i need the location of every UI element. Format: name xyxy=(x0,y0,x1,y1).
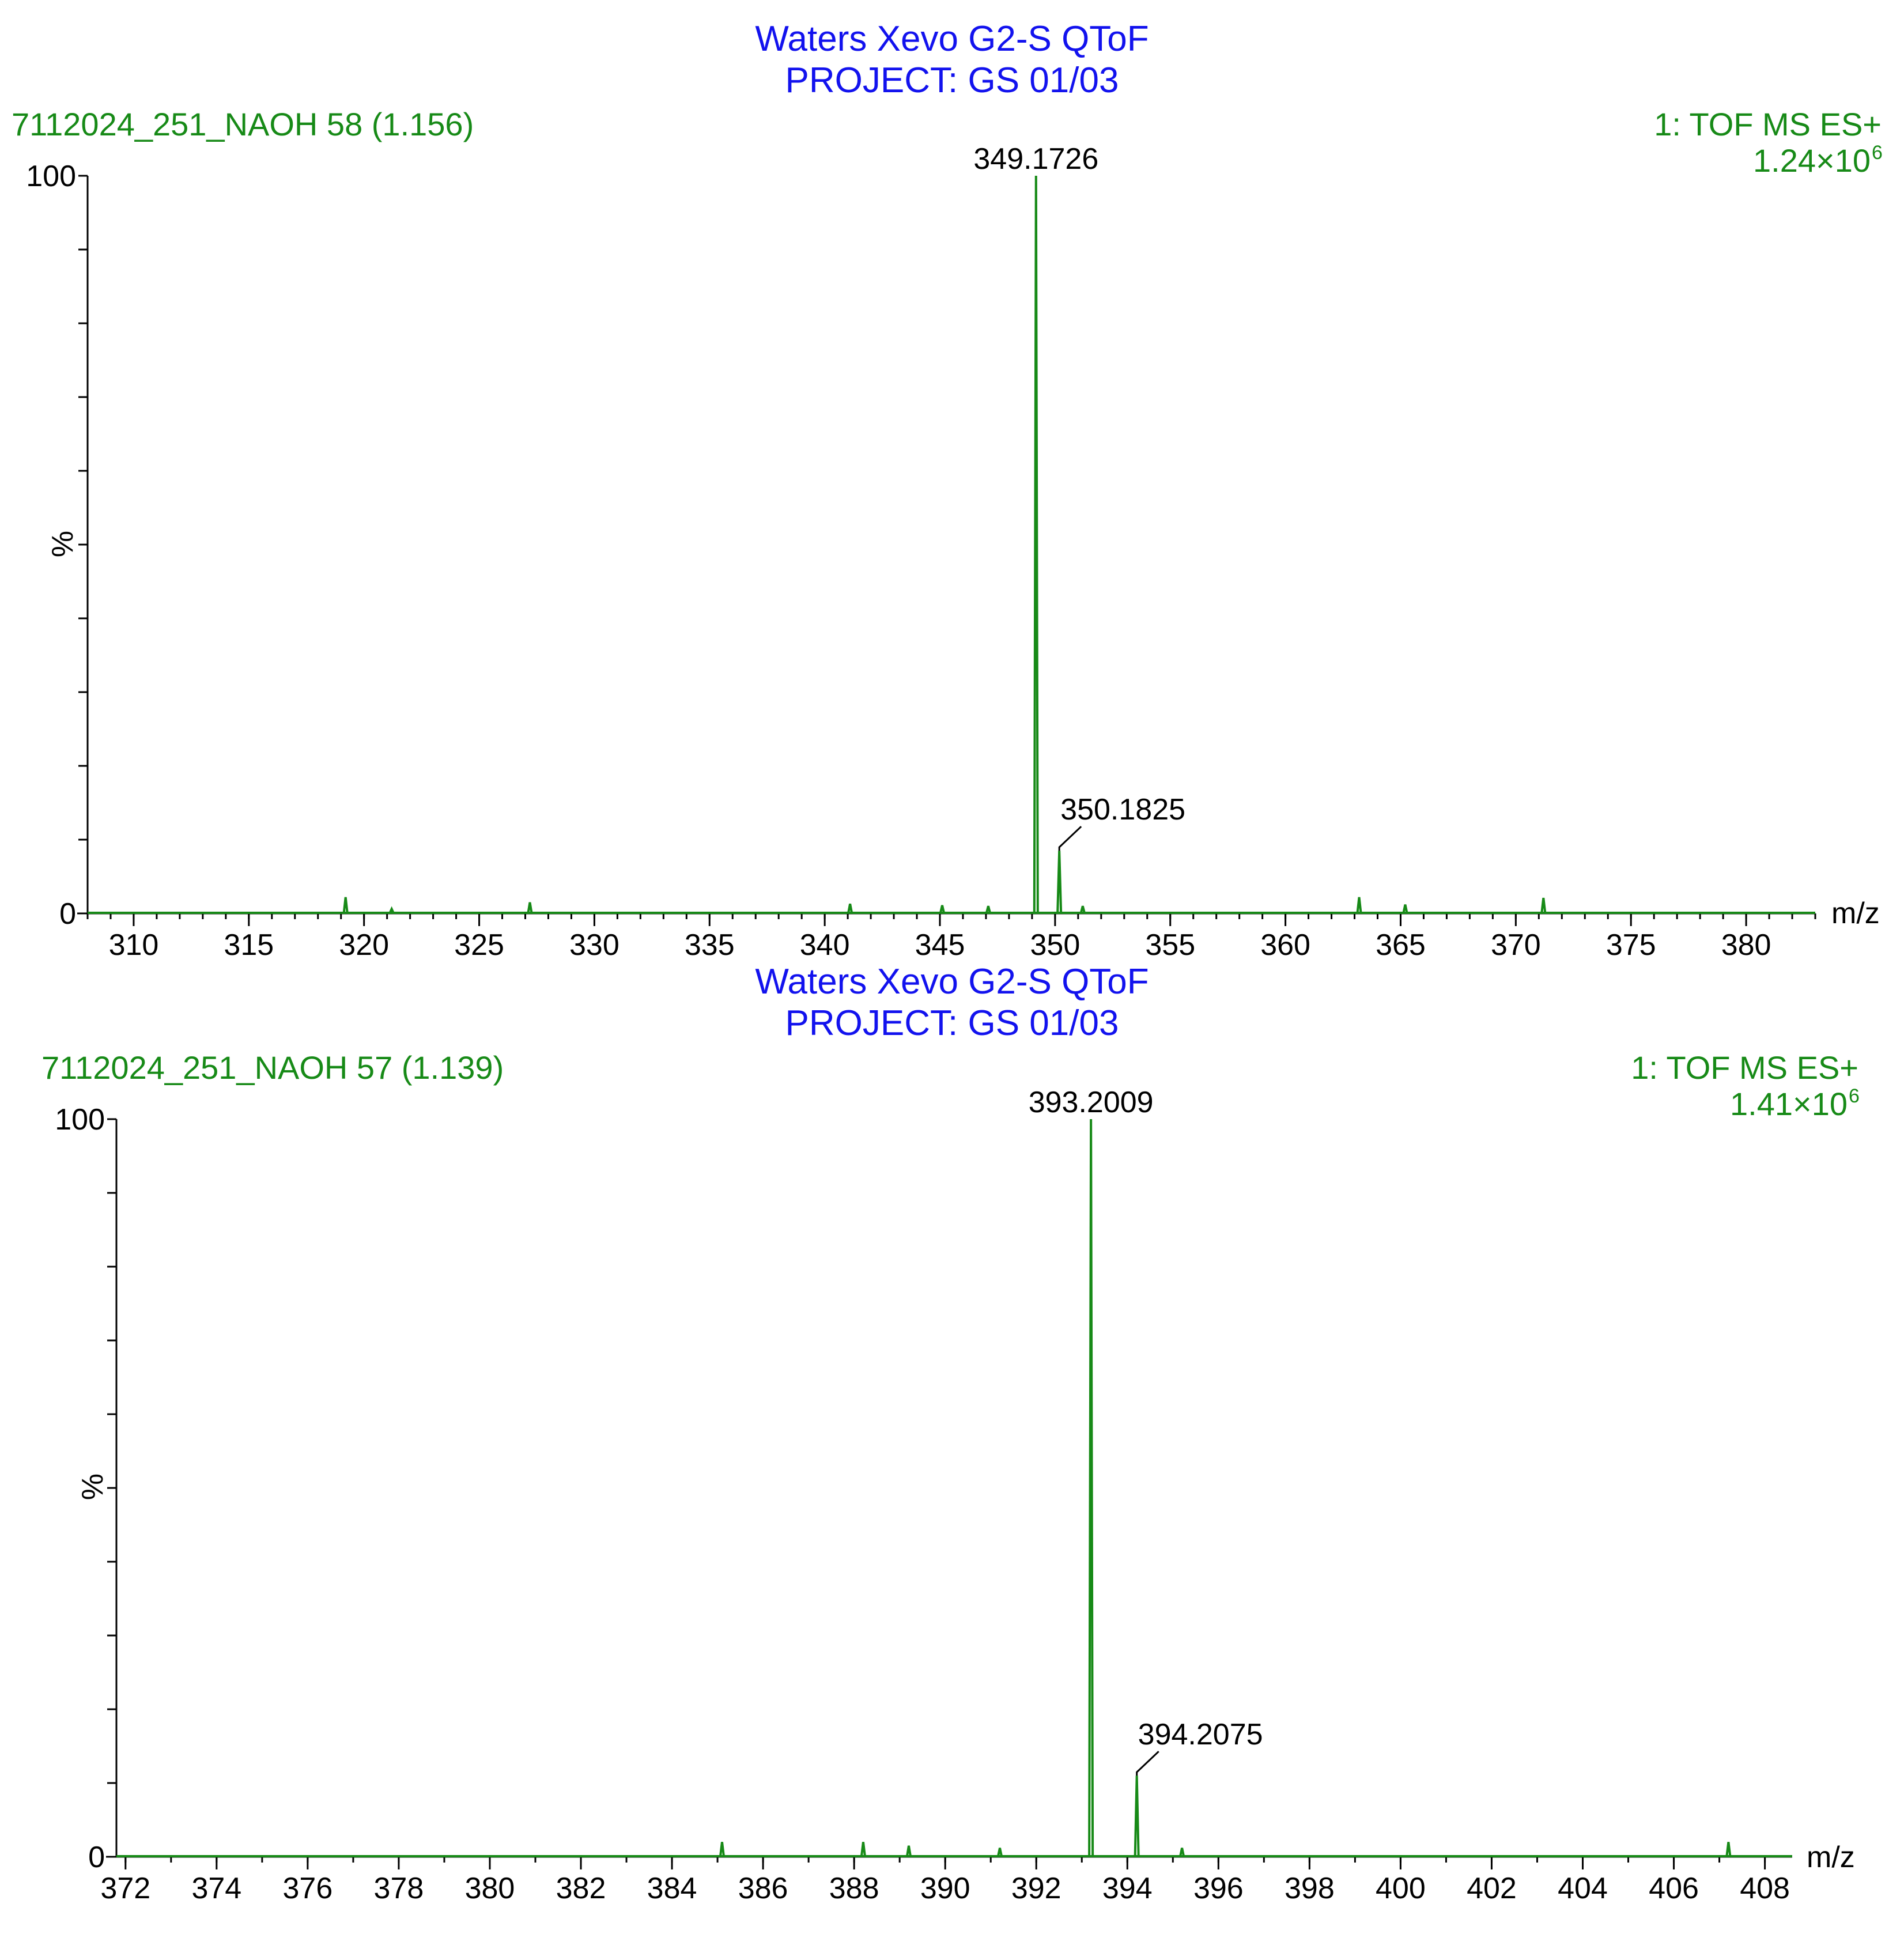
peak xyxy=(342,897,349,913)
x-tick-label: 394 xyxy=(1102,1872,1153,1905)
peak xyxy=(1356,897,1362,913)
x-tick-label: 380 xyxy=(465,1872,515,1905)
x-axis-label: m/z xyxy=(1831,897,1880,930)
peak xyxy=(1056,851,1063,913)
x-tick-label: 355 xyxy=(1145,928,1195,962)
x-tick-label: 404 xyxy=(1558,1872,1608,1905)
x-tick-label: 408 xyxy=(1740,1872,1790,1905)
y-tick-label: 0 xyxy=(59,897,76,931)
sample-label: 7112024_251_NAOH 58 (1.156) xyxy=(12,106,474,142)
peak-label-base: 393.2009 xyxy=(1029,1086,1154,1119)
x-tick-label: 320 xyxy=(339,928,389,962)
x-tick-label: 360 xyxy=(1260,928,1310,962)
x-tick-label: 372 xyxy=(100,1872,150,1905)
x-tick-label: 370 xyxy=(1491,928,1541,962)
sample-label: 7112024_251_NAOH 57 (1.139) xyxy=(41,1049,504,1086)
x-tick-label: 386 xyxy=(738,1872,788,1905)
peak-label-leader xyxy=(1058,826,1082,851)
x-tick-label: 396 xyxy=(1193,1872,1244,1905)
peak xyxy=(1033,175,1039,913)
peak xyxy=(847,903,853,913)
peak xyxy=(719,1842,725,1857)
y-axis-label: % xyxy=(76,1474,109,1500)
x-tick-label: 330 xyxy=(569,928,619,962)
y-tick-label: 0 xyxy=(88,1841,105,1874)
peak-label-leader xyxy=(1136,1751,1159,1776)
chart-title: Waters Xevo G2-S QToF xyxy=(755,962,1149,1002)
x-tick-label: 340 xyxy=(800,928,850,962)
peak xyxy=(997,1848,1003,1857)
x-tick-label: 365 xyxy=(1376,928,1426,962)
intensity-scale-label: 1.24×10 xyxy=(1753,142,1871,179)
x-tick-label: 384 xyxy=(647,1872,697,1905)
x-tick-label: 406 xyxy=(1649,1872,1699,1905)
x-tick-label: 398 xyxy=(1285,1872,1335,1905)
peak-label-isotope: 394.2075 xyxy=(1138,1718,1263,1751)
x-tick-label: 350 xyxy=(1030,928,1080,962)
peak xyxy=(527,902,533,913)
peak xyxy=(939,905,945,913)
x-tick-label: 388 xyxy=(829,1872,879,1905)
intensity-scale-label: 1.41×10 xyxy=(1730,1086,1848,1122)
peak xyxy=(1540,897,1547,913)
x-tick-label: 345 xyxy=(915,928,965,962)
chart-title: Waters Xevo G2-S QToF xyxy=(755,19,1149,59)
x-tick-label: 390 xyxy=(920,1872,970,1905)
x-tick-label: 400 xyxy=(1376,1872,1426,1905)
y-axis-label: % xyxy=(46,531,80,557)
x-tick-label: 310 xyxy=(109,928,159,962)
intensity-scale-exponent: 6 xyxy=(1872,142,1883,164)
x-tick-label: 325 xyxy=(454,928,504,962)
peak xyxy=(860,1842,866,1857)
spectrum-trace: 393.2009 394.2075 xyxy=(116,1086,1792,1857)
peak xyxy=(388,906,395,913)
x-tick-label: 382 xyxy=(556,1872,606,1905)
y-tick-label: 100 xyxy=(55,1103,105,1136)
x-tick-label: 392 xyxy=(1011,1872,1061,1905)
peak xyxy=(1134,1776,1140,1857)
spectrum-trace: 349.1726 350.1825 xyxy=(88,142,1815,914)
peak xyxy=(1088,1119,1094,1857)
peak xyxy=(1079,905,1086,913)
peak xyxy=(985,905,991,913)
intensity-scale-exponent: 6 xyxy=(1849,1085,1860,1107)
peak-label-base: 349.1726 xyxy=(973,142,1098,176)
x-tick-label: 335 xyxy=(685,928,735,962)
acquisition-mode-label: 1: TOF MS ES+ xyxy=(1654,106,1882,142)
axes: 0 100 xyxy=(55,1103,1792,1874)
x-tick-label: 402 xyxy=(1467,1872,1517,1905)
peak-label-isotope: 350.1825 xyxy=(1060,793,1185,826)
y-tick-label: 100 xyxy=(26,160,76,193)
x-tick-label: 376 xyxy=(283,1872,333,1905)
chart-subtitle: PROJECT: GS 01/03 xyxy=(785,1003,1119,1043)
chart-subtitle: PROJECT: GS 01/03 xyxy=(785,61,1119,100)
peak xyxy=(906,1845,912,1857)
spectrum-panel-bottom: Waters Xevo G2-S QToF PROJECT: GS 01/03 … xyxy=(41,962,1860,1905)
x-tick-label: 380 xyxy=(1721,928,1771,962)
peak xyxy=(1179,1848,1185,1857)
x-tick-label: 374 xyxy=(191,1872,241,1905)
acquisition-mode-label: 1: TOF MS ES+ xyxy=(1631,1049,1858,1086)
spectrum-panel-top: Waters Xevo G2-S QToF PROJECT: GS 01/03 … xyxy=(12,19,1883,962)
x-tick-label: 378 xyxy=(374,1872,424,1905)
axes: 0 100 xyxy=(26,160,1816,931)
peak xyxy=(1725,1842,1732,1857)
x-tick-label: 315 xyxy=(224,928,274,962)
peak xyxy=(1402,904,1408,913)
x-axis-label: m/z xyxy=(1807,1841,1855,1874)
x-tick-label: 375 xyxy=(1606,928,1656,962)
